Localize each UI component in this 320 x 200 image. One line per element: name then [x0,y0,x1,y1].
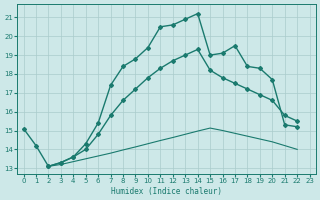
X-axis label: Humidex (Indice chaleur): Humidex (Indice chaleur) [111,187,222,196]
